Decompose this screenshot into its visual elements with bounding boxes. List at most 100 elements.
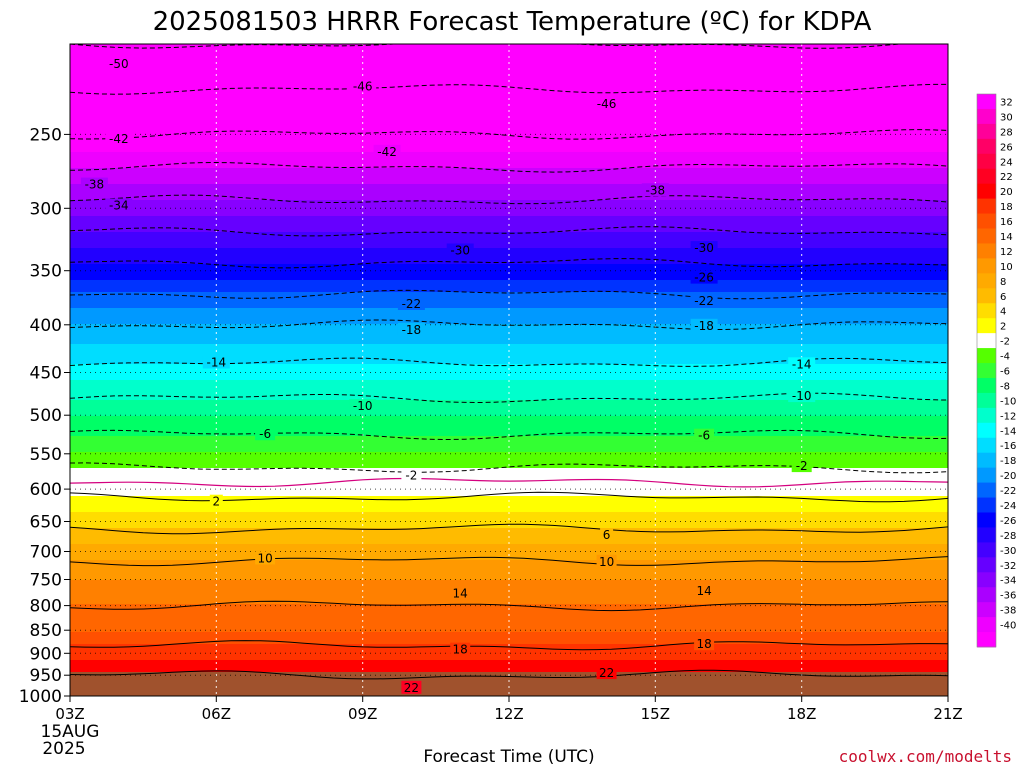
colorbar-swatch — [977, 123, 996, 140]
x-tick-label: 03Z — [55, 705, 84, 723]
colorbar-label: -30 — [1000, 546, 1016, 557]
contour-line — [70, 226, 948, 237]
temperature-band-strip — [70, 344, 948, 349]
contour-label-bg — [450, 642, 471, 656]
temperature-band-strip — [70, 448, 948, 453]
colorbar-label: -26 — [1000, 516, 1016, 527]
contour-line — [70, 161, 948, 173]
colorbar-label: -32 — [1000, 561, 1016, 572]
colorbar-swatch — [977, 258, 996, 274]
contour-label-bg — [694, 584, 715, 598]
colorbar-label: -2 — [1000, 337, 1010, 348]
colorbar-label: -6 — [1000, 367, 1010, 378]
contour-label-bg — [373, 144, 401, 158]
contour-label: -38 — [85, 178, 105, 192]
temperature-band-strip — [70, 400, 948, 405]
colorbar-swatch — [977, 602, 996, 618]
contour-line — [70, 289, 948, 300]
temperature-band-strip — [70, 608, 948, 613]
contour-label: 14 — [696, 584, 711, 598]
colorbar-label: 22 — [1000, 172, 1013, 183]
temperature-band-strip — [70, 560, 948, 565]
contour-label-bg — [791, 459, 812, 473]
temperature-band-strip — [70, 176, 948, 181]
temperature-band-strip — [70, 436, 948, 441]
colorbar-swatch — [977, 333, 996, 349]
contour-label: 14 — [453, 586, 468, 600]
temperature-band-strip — [70, 460, 948, 465]
temperature-band-strip — [70, 392, 948, 397]
colorbar-label: -36 — [1000, 591, 1016, 602]
temperature-band-strip — [70, 284, 948, 289]
colorbar-label: -12 — [1000, 411, 1016, 422]
contour-label-bg — [596, 666, 617, 680]
temperature-band-strip — [70, 508, 948, 513]
contour-line — [70, 83, 948, 95]
temperature-band-strip — [70, 388, 948, 393]
y-tick-label: 700 — [30, 543, 62, 563]
contour-label-bg — [596, 554, 617, 568]
temperature-band-strip — [70, 536, 948, 541]
contour-labels: -50-46-46-42-42-38 -38-34-30 -30-26-22 -22-… — [80, 56, 816, 695]
temperature-band-strip — [70, 76, 948, 81]
colorbar-swatch — [977, 617, 996, 633]
colorbar-swatch — [977, 228, 996, 244]
temperature-contours — [70, 44, 948, 680]
colorbar-swatch — [977, 497, 996, 513]
colorbar-swatch — [977, 572, 996, 588]
temperature-band-strip — [70, 304, 948, 309]
contour-label: 18 — [453, 643, 468, 657]
temperature-band-strip — [70, 332, 948, 337]
x-tick-label: 21Z — [933, 705, 962, 723]
colorbar-label: -24 — [1000, 501, 1016, 512]
temperature-band-strip — [70, 100, 948, 105]
contour-label-bg — [788, 389, 816, 403]
contour-label: -34 — [109, 199, 129, 213]
x-tick-label: 09Z — [348, 705, 377, 723]
colorbar-swatch — [977, 318, 996, 334]
temperature-band-strip — [70, 644, 948, 649]
colorbar-label: 26 — [1000, 142, 1013, 153]
colorbar-label: -40 — [1000, 621, 1016, 632]
temperature-band-strip — [70, 248, 948, 253]
temperature-band-strip — [70, 44, 948, 49]
temperature-band-strip — [70, 236, 948, 241]
contour-label: 18 — [696, 637, 711, 651]
y-tick-label: 350 — [30, 262, 62, 282]
temperature-band-strip — [70, 404, 948, 409]
temperature-band-strip — [70, 524, 948, 529]
temperature-band-strip — [70, 160, 948, 165]
y-tick-label: 800 — [30, 597, 62, 617]
x-tick-label: 18Z — [787, 705, 816, 723]
colorbar-label: 4 — [1000, 307, 1006, 318]
contour-label-bg — [694, 637, 715, 651]
temperature-band-strip — [70, 472, 948, 477]
contour-label: -6 — [698, 429, 710, 443]
temperature-band-strip — [70, 200, 948, 205]
temperature-band-strip — [70, 632, 948, 637]
contour-label: -10 — [792, 389, 812, 403]
temperature-band-strip — [70, 616, 948, 621]
colorbar: 32 30 28 26 24 22 20 18 16 14 12 10 8 6 4 2 -2 -4 -6 -8 -10 -… — [976, 93, 1016, 648]
temperature-band-strip — [70, 628, 948, 633]
temperature-band-strip — [70, 268, 948, 273]
temperature-band-strip — [70, 440, 948, 445]
contour-line — [70, 194, 948, 205]
colorbar-swatch — [977, 108, 996, 125]
contour-label-bg — [105, 56, 133, 70]
colorbar-label: -20 — [1000, 471, 1016, 482]
contour-label-bg — [105, 132, 133, 146]
colorbar-label: -18 — [1000, 456, 1016, 467]
temperature-band-strip — [70, 136, 948, 141]
temperature-band-strip — [70, 352, 948, 357]
temperature-band-strip — [70, 116, 948, 121]
temperature-band-strip — [70, 520, 948, 525]
x-date-label: 15AUG — [41, 722, 100, 742]
temperature-band-strip — [70, 356, 948, 361]
y-tick-label: 250 — [30, 125, 62, 145]
temperature-band-strip — [70, 196, 948, 201]
temperature-band-strip — [70, 596, 948, 601]
contour-label-bg — [209, 494, 223, 508]
contour-label: -22 — [402, 297, 422, 311]
contour-line — [70, 523, 948, 535]
